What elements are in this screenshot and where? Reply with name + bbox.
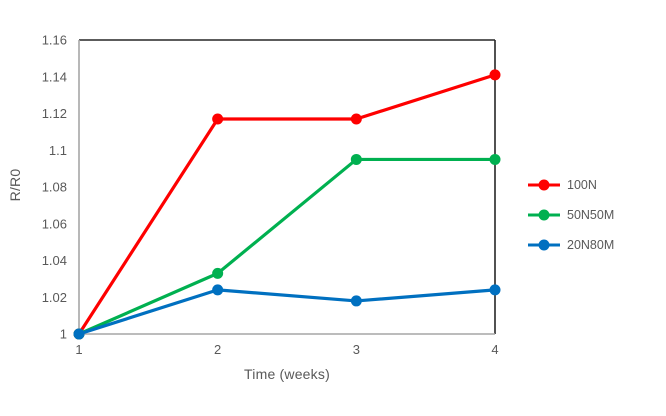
legend: 100N 50N50M 20N80M [527, 176, 614, 253]
data-point-20N80M-week1 [73, 328, 85, 340]
series-line-50N50M [77, 157, 497, 336]
y-tick-label: 1.1 [49, 143, 67, 158]
data-point-50N50M-week3 [350, 153, 362, 165]
y-tick-label: 1.02 [42, 290, 67, 305]
legend-label: 100N [567, 177, 597, 192]
data-point-50N50M-week2 [212, 267, 224, 279]
y-axis-title: R/R0 [7, 168, 23, 202]
legend-marker-icon [528, 179, 560, 190]
x-tick-label: 4 [491, 342, 498, 357]
y-tick-label: 1.06 [42, 216, 67, 231]
x-axis-title: Time (weeks) [244, 366, 330, 382]
x-tick-label: 2 [214, 342, 221, 357]
data-point-20N80M-week2 [212, 284, 224, 296]
legend-item: 20N80M [527, 236, 614, 253]
legend-marker-icon [528, 239, 560, 250]
y-tick-label: 1.04 [42, 253, 67, 268]
x-tick-label: 1 [75, 342, 82, 357]
legend-marker-icon [528, 209, 560, 220]
data-point-100N-week3 [350, 113, 362, 125]
x-tick-label: 3 [353, 342, 360, 357]
y-tick-label: 1 [60, 327, 67, 342]
legend-item: 100N [527, 176, 614, 193]
legend-item: 50N50M [527, 206, 614, 223]
data-point-50N50M-week4 [489, 153, 501, 165]
y-tick-label: 1.14 [42, 69, 67, 84]
y-tick-label: 1.16 [42, 33, 67, 48]
data-point-100N-week4 [489, 69, 501, 81]
legend-label: 50N50M [567, 207, 615, 222]
data-point-20N80M-week4 [489, 284, 501, 296]
y-tick-label: 1.12 [42, 106, 67, 121]
series-line-100N [77, 73, 497, 336]
legend-label: 20N80M [567, 237, 615, 252]
y-tick-label: 1.08 [42, 180, 67, 195]
data-point-20N80M-week3 [350, 295, 362, 307]
data-point-100N-week2 [212, 113, 224, 125]
series-line-20N80M [77, 288, 497, 336]
